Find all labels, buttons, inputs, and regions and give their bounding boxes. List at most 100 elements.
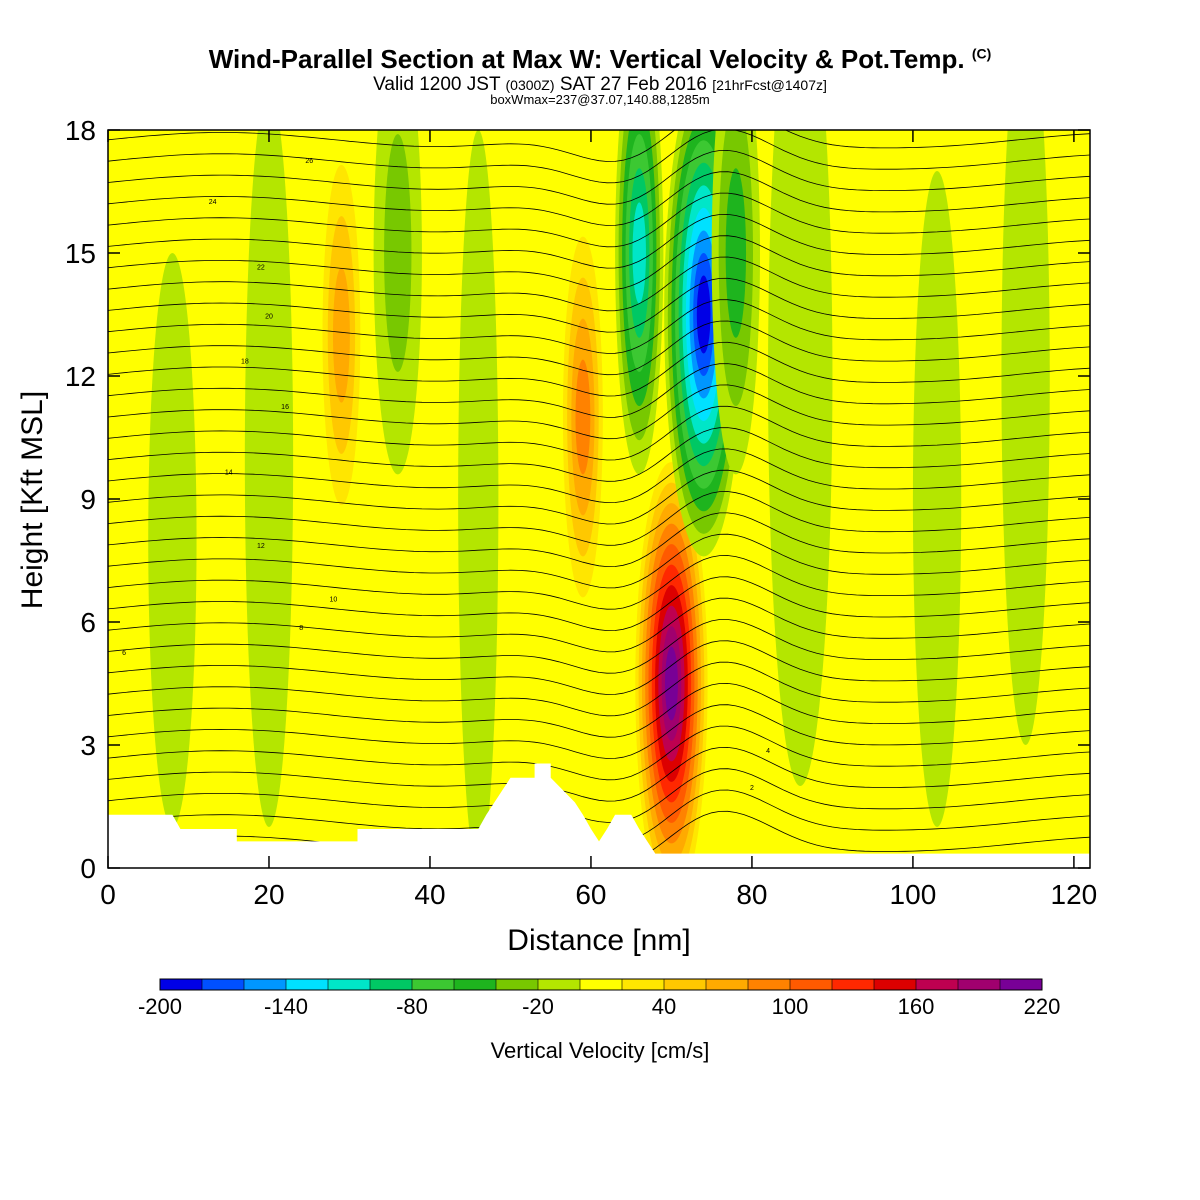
velocity-contour [632, 202, 646, 304]
colorbar-tick-label: 160 [898, 994, 935, 1019]
x-tick-label: 120 [1051, 879, 1098, 910]
isentrope-label: 12 [257, 543, 265, 550]
chart-title: Wind-Parallel Section at Max W: Vertical… [0, 44, 1200, 75]
colorbar-tick-label: 40 [652, 994, 676, 1019]
colorbar-tick-label: 100 [772, 994, 809, 1019]
box-wmax-info: boxWmax=237@37.07,140.88,1285m [490, 92, 710, 107]
colorbar-tick-label: 220 [1024, 994, 1061, 1019]
isentrope-line [108, 213, 1090, 269]
isentrope-line [108, 149, 1090, 205]
colorbar-swatch [370, 979, 413, 990]
y-tick-label: 12 [65, 361, 96, 392]
colorbar-swatch [622, 979, 665, 990]
isentrope-line [108, 682, 1090, 738]
y-axis-title: Height [Kft MSL] [16, 391, 49, 609]
isentrope-label: 10 [329, 597, 337, 604]
x-tick-label: 20 [253, 879, 284, 910]
isentrope-line [108, 384, 1090, 440]
colorbar-swatch [160, 979, 203, 990]
colorbar-swatch [874, 979, 917, 990]
isentrope-line [108, 363, 1090, 418]
isentrope-line [108, 512, 1090, 568]
velocity-contour [725, 168, 747, 338]
colorbar-swatch [580, 979, 623, 990]
isentrope-line [108, 555, 1090, 610]
velocity-contour [664, 646, 678, 721]
copyright-mark: (C) [971, 45, 992, 62]
velocity-contour [332, 267, 350, 403]
colorbar-swatch [496, 979, 539, 990]
isentrope-line [108, 768, 1090, 823]
isentrope-label: 22 [257, 264, 265, 271]
colorbar-swatch [328, 979, 371, 990]
valid-date: SAT 27 Feb 2016 [559, 74, 707, 95]
isentrope-line [108, 619, 1090, 674]
x-tick-label: 100 [890, 879, 937, 910]
isentrope-line [108, 746, 1090, 802]
colorbar-swatch [790, 979, 833, 990]
utc-time: (0300Z) [505, 77, 555, 93]
weak-downdraft-band [458, 130, 499, 868]
isentrope-label: 16 [281, 404, 289, 411]
colorbar: -200 -140 -80 -20 40 100 160 220 [138, 978, 1061, 1019]
velocity-contour [384, 134, 412, 372]
x-axis-title: Distance [nm] [507, 924, 690, 957]
valid-time: Valid 1200 JST [373, 74, 501, 95]
isentrope-line [108, 341, 1090, 397]
colorbar-swatch [286, 979, 329, 990]
isentrope-line [108, 576, 1090, 632]
isentrope-line [108, 469, 1090, 525]
colorbar-swatch [706, 979, 749, 990]
isentrope-label: 24 [209, 199, 217, 206]
isentrope-line [108, 130, 1090, 162]
isentrope-line [108, 704, 1090, 759]
y-tick-label: 9 [80, 484, 96, 515]
isentrope-label: 14 [225, 469, 233, 476]
isentrope-label: 2 [750, 785, 754, 792]
weak-downdraft-band [912, 171, 962, 827]
isentrope-line [108, 192, 1090, 248]
isentrope-line [108, 171, 1090, 226]
isentrope-label: 18 [241, 359, 249, 366]
isentrope-line [108, 277, 1090, 333]
forecast-info: [21hrFcst@1407z] [712, 77, 827, 93]
colorbar-swatch [1000, 979, 1043, 990]
colorbar-swatch [202, 979, 245, 990]
isentrope-line [108, 299, 1090, 354]
colorbar-swatch [664, 979, 707, 990]
isentrope-label: 8 [299, 625, 303, 632]
isentrope-line [108, 491, 1090, 546]
colorbar-tick-label: -140 [264, 994, 308, 1019]
colorbar-tick-label: -20 [522, 994, 554, 1019]
isentrope-line [108, 320, 1090, 376]
weak-downdraft-band [244, 130, 294, 827]
y-tick-label: 3 [80, 730, 96, 761]
isentrope-label: 4 [766, 748, 770, 755]
colorbar-swatch [412, 979, 455, 990]
y-tick-label: 18 [65, 115, 96, 146]
x-tick-label: 60 [575, 879, 606, 910]
isentrope-line [108, 405, 1090, 461]
isentrope-line [108, 235, 1090, 290]
colorbar-frame [159, 978, 1043, 991]
y-tick-label: 6 [80, 607, 96, 638]
terrain [108, 763, 1090, 868]
colorbar-swatch [454, 979, 497, 990]
isentrope-label: 26 [305, 158, 313, 165]
axes: 0 20 40 60 80 100 120 0 3 6 9 12 15 18 [65, 115, 1097, 910]
velocity-contour [696, 275, 711, 354]
isentrope-label: 20 [265, 314, 273, 321]
velocity-contour [575, 359, 591, 475]
colorbar-swatch [244, 979, 287, 990]
isentrope-line [108, 130, 1090, 184]
colorbar-swatch [916, 979, 959, 990]
colorbar-tick-label: -200 [138, 994, 182, 1019]
chart-title-text: Wind-Parallel Section at Max W: Vertical… [208, 44, 965, 74]
y-tick-label: 0 [80, 853, 96, 884]
colorbar-tick-label: -80 [396, 994, 428, 1019]
isentrope-line [108, 533, 1090, 589]
y-tick-label: 15 [65, 238, 96, 269]
isentrope-line [108, 597, 1090, 653]
isentrope-line [108, 661, 1090, 717]
